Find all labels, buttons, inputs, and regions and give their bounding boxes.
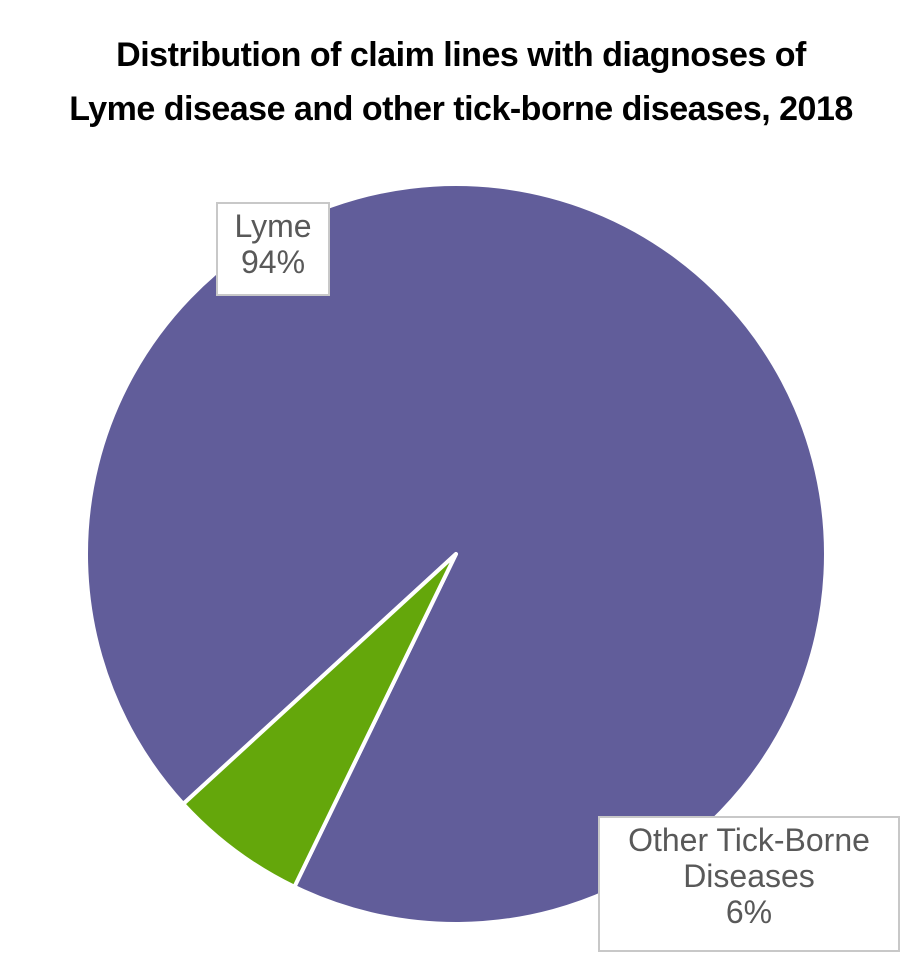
chart-title: Distribution of claim lines with diagnos… — [0, 28, 922, 136]
data-label-lyme: Lyme 94% — [216, 202, 330, 296]
data-label-other-name-1: Other Tick-Borne — [628, 822, 870, 858]
data-label-other-tick-borne: Other Tick-Borne Diseases 6% — [598, 816, 900, 952]
chart-title-line-2: Lyme disease and other tick-borne diseas… — [69, 90, 853, 128]
data-label-other-value: 6% — [725, 894, 773, 930]
data-label-other-name-2: Diseases — [683, 858, 815, 894]
data-label-lyme-value: 94% — [240, 244, 306, 280]
data-label-lyme-name: Lyme — [234, 208, 312, 244]
chart-title-line-1: Distribution of claim lines with diagnos… — [116, 36, 806, 74]
pie-slice-other-tick-borne[interactable] — [181, 552, 458, 889]
